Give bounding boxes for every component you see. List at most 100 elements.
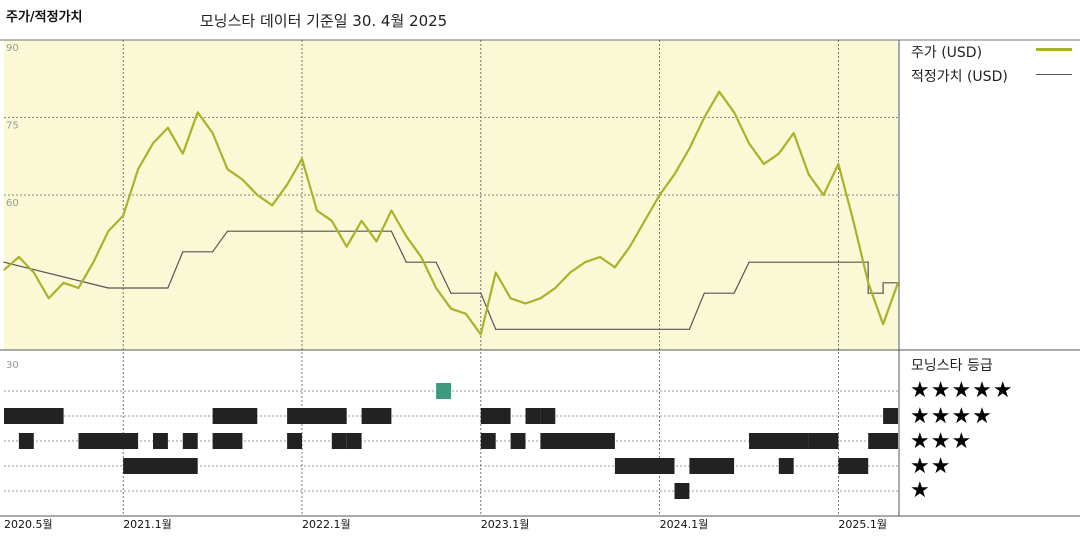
price-line-point xyxy=(524,302,527,305)
rating-bar-5-star xyxy=(436,383,451,399)
x-tick-label: 2025.1월 xyxy=(838,518,887,531)
price-line-point xyxy=(137,168,139,170)
fair-value-line-point xyxy=(703,292,705,294)
price-line-point xyxy=(539,297,542,299)
price-line-point xyxy=(718,91,720,93)
y-tick-label: 90 xyxy=(6,43,19,54)
price-line-point xyxy=(837,163,840,165)
rating-bar-2-star xyxy=(838,458,869,474)
fair-value-line-point xyxy=(867,261,869,263)
price-line-point xyxy=(778,153,780,155)
fair-value-line-point xyxy=(748,261,750,263)
fair-value-line-point xyxy=(107,287,109,289)
price-line-point xyxy=(122,215,124,217)
rating-bar-3-star xyxy=(540,433,615,449)
price-line-point xyxy=(301,158,303,160)
price-line-point xyxy=(435,287,437,289)
star-rating-3: ★★★ xyxy=(910,429,973,454)
price-line-point xyxy=(808,173,810,175)
price-line-point xyxy=(18,256,20,258)
rating-bar-3-star xyxy=(18,433,34,449)
fair-value-line-point xyxy=(867,292,869,294)
fair-value-line-point xyxy=(450,292,452,294)
price-line-point xyxy=(361,220,363,222)
legend-price-swatch xyxy=(1036,48,1072,51)
fair-value-line-point xyxy=(733,292,735,294)
price-line-point xyxy=(346,246,348,248)
price-line-point xyxy=(48,297,50,299)
star-rating-1: ★ xyxy=(910,478,931,503)
x-tick-label: 2021.1월 xyxy=(123,518,172,531)
price-line-point xyxy=(271,204,273,206)
rating-bar-2-star xyxy=(153,458,198,474)
price-line-point xyxy=(33,271,35,274)
rating-bar-3-star xyxy=(510,433,526,449)
price-line-point xyxy=(92,261,94,263)
rating-bar-4-star xyxy=(361,408,392,424)
x-tick-label: 2022.1월 xyxy=(302,518,351,531)
price-line-point xyxy=(286,184,288,186)
price-line-point xyxy=(659,194,661,196)
price-line-point xyxy=(882,323,884,325)
rating-bar-4-star xyxy=(540,408,556,424)
price-line-point xyxy=(673,173,676,175)
price-line-point xyxy=(241,178,243,181)
fair-value-line-point xyxy=(167,287,169,289)
price-line-point xyxy=(465,313,467,315)
rating-bar-4-star xyxy=(212,408,258,424)
price-line-point xyxy=(510,297,512,299)
rating-bar-3-star xyxy=(153,433,168,449)
price-line-point xyxy=(822,194,825,196)
price-line-point xyxy=(897,282,899,284)
price-line-point xyxy=(748,142,750,144)
price-line-point xyxy=(480,333,482,336)
price-line-point xyxy=(852,220,854,222)
price-line-point xyxy=(420,256,422,258)
x-tick-label: 2023.1월 xyxy=(481,518,530,531)
rating-bar-2-star xyxy=(689,458,735,474)
rating-bar-2-star xyxy=(123,458,153,474)
price-line-point xyxy=(450,308,452,310)
price-line-point xyxy=(629,246,631,248)
rating-bar-4-star xyxy=(287,408,347,424)
plot-area-background xyxy=(4,40,898,350)
x-tick-label: 2024.1월 xyxy=(660,518,709,531)
price-line-point xyxy=(405,235,407,237)
rating-bar-3-star xyxy=(868,433,898,449)
fair-value-line-point xyxy=(3,261,5,263)
price-line-point xyxy=(688,147,691,150)
rating-bar-1-star xyxy=(674,483,690,499)
y-tick-label: 30 xyxy=(6,360,19,371)
price-line-point xyxy=(375,240,378,243)
price-line-point xyxy=(644,220,646,222)
star-rating-4: ★★★★ xyxy=(910,404,993,429)
rating-bar-3-star xyxy=(749,433,809,449)
x-tick-label: 2020.5월 xyxy=(4,518,53,531)
star-rating-2: ★★ xyxy=(910,454,952,479)
price-line-point xyxy=(390,209,392,212)
fair-value-line-point xyxy=(182,251,184,253)
legend-fair-value-swatch xyxy=(1036,74,1072,75)
rating-bar-3-star xyxy=(331,433,347,449)
fair-value-line-point xyxy=(405,261,407,263)
fair-value-line-point xyxy=(688,328,691,330)
price-line-point xyxy=(316,209,318,212)
price-line-point xyxy=(554,287,556,289)
price-line-point xyxy=(63,282,65,284)
fair-value-line-point xyxy=(495,328,497,330)
rating-bar-2-star xyxy=(778,458,794,474)
price-line-point xyxy=(614,266,616,268)
rating-bar-4-star xyxy=(4,408,64,424)
price-line-point xyxy=(584,261,586,263)
price-line-point xyxy=(212,132,214,134)
star-rating-5: ★★★★★ xyxy=(910,378,1014,403)
price-line-point xyxy=(763,163,765,165)
rating-bar-3-star xyxy=(287,433,302,449)
price-line-point xyxy=(152,142,154,144)
price-line-point xyxy=(495,271,497,274)
y-tick-label: 75 xyxy=(6,121,19,132)
rating-bar-3-star xyxy=(808,433,839,449)
chart-title: 주가/적정가치 xyxy=(6,10,83,25)
price-line-point xyxy=(226,168,229,170)
